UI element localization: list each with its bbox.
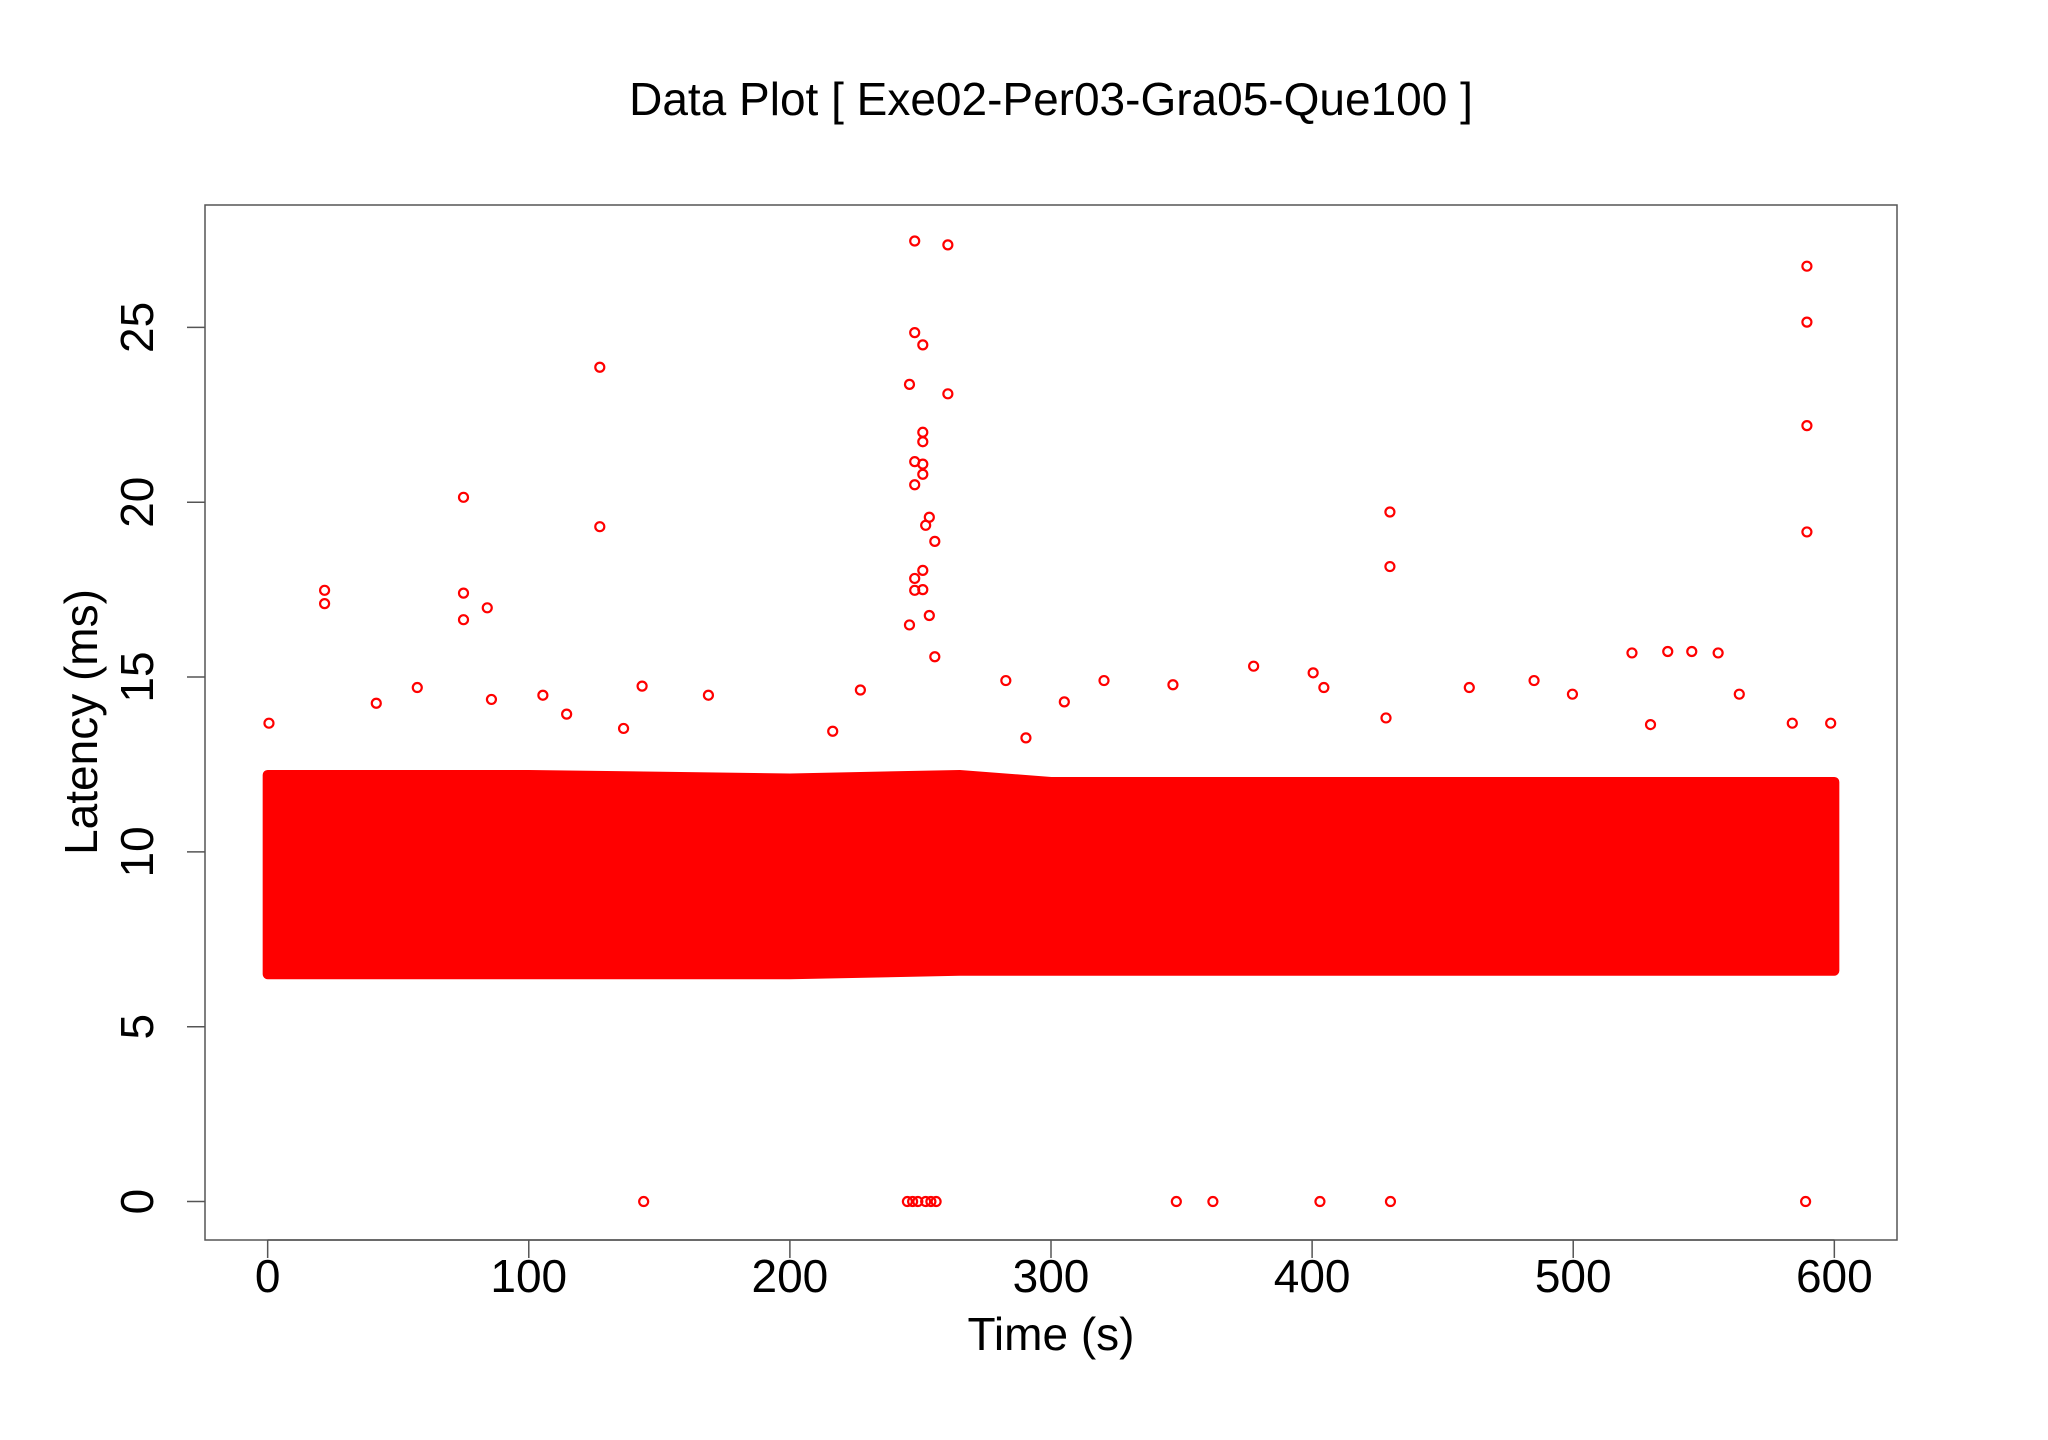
point xyxy=(929,535,941,547)
point xyxy=(1786,717,1798,729)
point xyxy=(457,587,470,599)
point xyxy=(903,378,916,390)
point xyxy=(827,725,839,737)
point xyxy=(702,689,715,701)
point xyxy=(617,722,630,735)
x-tick-label: 500 xyxy=(1535,1250,1612,1302)
point xyxy=(917,436,929,448)
point xyxy=(917,468,929,480)
x-tick-label: 0 xyxy=(255,1250,281,1302)
point xyxy=(923,609,935,622)
y-tick-label: 5 xyxy=(111,1014,163,1040)
point xyxy=(909,572,921,585)
point xyxy=(1566,688,1579,700)
point xyxy=(909,235,921,247)
x-axis-label: Time (s) xyxy=(968,1308,1135,1360)
point xyxy=(917,426,929,438)
point xyxy=(1098,674,1110,687)
point xyxy=(1801,316,1813,328)
y-tick-label: 0 xyxy=(111,1189,163,1215)
point xyxy=(1686,645,1698,658)
point xyxy=(912,1195,924,1208)
point xyxy=(1825,717,1837,729)
point xyxy=(1000,674,1012,687)
x-tick-label: 400 xyxy=(1274,1250,1351,1302)
point xyxy=(638,1195,650,1208)
point xyxy=(1314,1195,1326,1208)
point xyxy=(1712,647,1724,659)
point xyxy=(485,693,498,706)
chart-title: Data Plot [ Exe02-Per03-Gra05-Que100 ] xyxy=(629,73,1473,125)
point xyxy=(1248,660,1260,672)
y-axis-label: Latency (ms) xyxy=(55,589,107,855)
point xyxy=(917,584,929,596)
point xyxy=(636,680,648,692)
point xyxy=(1644,718,1657,731)
point xyxy=(1167,679,1179,691)
point xyxy=(1384,560,1396,573)
point xyxy=(1800,1195,1812,1208)
y-tick-label: 20 xyxy=(111,477,163,528)
point xyxy=(942,239,954,251)
point xyxy=(909,479,921,491)
point xyxy=(929,651,941,663)
point xyxy=(1733,688,1745,700)
point xyxy=(1058,696,1070,708)
point xyxy=(594,361,606,373)
point xyxy=(920,519,932,531)
x-tick-label: 200 xyxy=(752,1250,829,1302)
point xyxy=(1384,1195,1397,1208)
point xyxy=(537,689,549,701)
point xyxy=(930,1195,942,1208)
y-tick-label: 15 xyxy=(111,651,163,702)
point xyxy=(594,521,606,533)
x-tick-label: 300 xyxy=(1013,1250,1090,1302)
point xyxy=(854,684,866,696)
point xyxy=(457,491,470,503)
point xyxy=(917,458,929,470)
point xyxy=(901,1195,913,1208)
point xyxy=(318,584,331,596)
point xyxy=(457,614,470,626)
y-tick-label: 10 xyxy=(111,826,163,877)
x-tick-label: 600 xyxy=(1796,1250,1873,1302)
x-tick-label: 100 xyxy=(490,1250,567,1302)
point xyxy=(1170,1195,1182,1208)
point xyxy=(263,717,275,729)
point xyxy=(1380,712,1392,724)
point xyxy=(1801,260,1813,272)
point xyxy=(920,1195,932,1208)
point xyxy=(917,564,929,576)
point xyxy=(1463,681,1475,694)
point xyxy=(1384,506,1396,518)
point xyxy=(1528,674,1540,687)
point xyxy=(1662,645,1674,658)
point xyxy=(1318,681,1330,694)
point xyxy=(907,1195,919,1208)
point xyxy=(1307,667,1319,679)
point xyxy=(561,708,573,720)
point xyxy=(925,1195,937,1208)
point xyxy=(917,339,929,351)
point xyxy=(318,598,331,610)
point xyxy=(942,388,954,400)
point xyxy=(903,619,916,631)
point xyxy=(1626,647,1638,659)
plot-frame xyxy=(204,204,1898,1241)
point xyxy=(411,681,423,694)
point xyxy=(370,697,382,709)
point xyxy=(1801,526,1813,538)
point xyxy=(481,602,493,614)
y-tick-label: 25 xyxy=(111,302,163,353)
point xyxy=(909,327,921,339)
point xyxy=(1020,732,1032,744)
point xyxy=(1207,1195,1219,1208)
point xyxy=(1801,420,1813,432)
dense-band xyxy=(262,769,1840,980)
